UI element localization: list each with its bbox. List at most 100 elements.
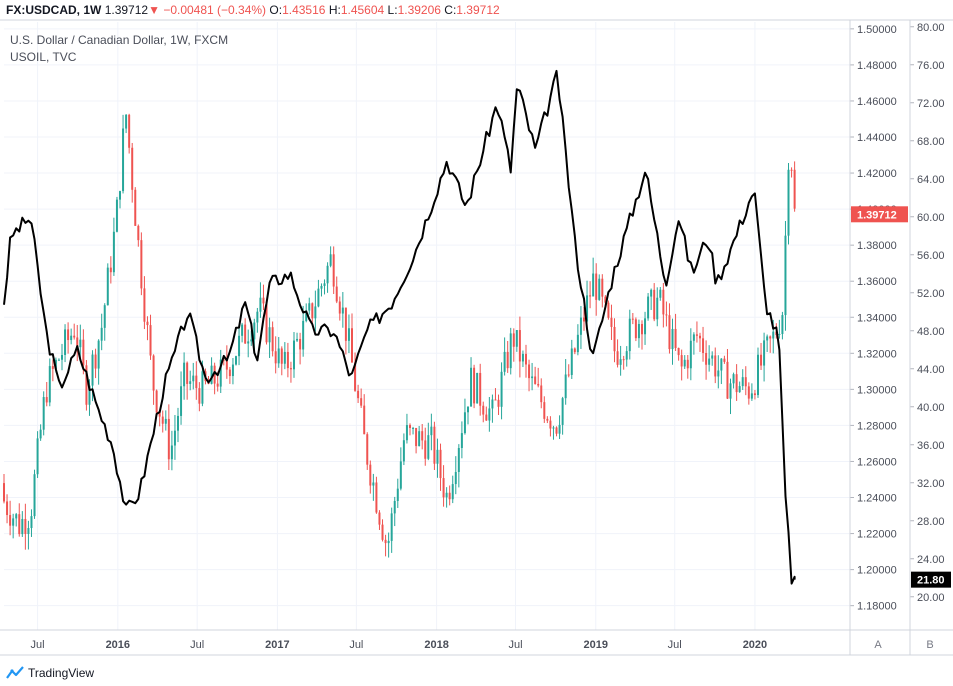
candle-body — [735, 374, 738, 393]
last-price-badge — [851, 206, 908, 223]
candle-body — [497, 399, 500, 407]
candle-body — [48, 366, 51, 403]
candle-body — [21, 518, 24, 535]
candle-body — [415, 427, 418, 447]
candle-body — [363, 405, 366, 435]
candle-body — [644, 318, 647, 335]
candle-body — [320, 285, 323, 289]
price-tick-label: 1.48000 — [857, 60, 897, 72]
candle-body — [234, 356, 237, 365]
candle-body — [500, 371, 503, 407]
candle-body — [546, 418, 549, 421]
candle-body — [793, 169, 796, 209]
candle-body — [335, 286, 338, 302]
overlay-series-legend[interactable]: USOIL, TVC — [10, 50, 77, 64]
close-value: 1.39712 — [456, 3, 500, 17]
candle-body — [149, 325, 152, 356]
candle-body — [689, 340, 692, 369]
candle-body — [408, 425, 411, 428]
candle-body — [631, 318, 634, 320]
candle-body — [439, 449, 442, 479]
candle-body — [390, 513, 393, 541]
candle-body — [695, 334, 698, 336]
candle-body — [738, 386, 741, 393]
candle-body — [60, 354, 63, 360]
candle-body — [125, 114, 128, 129]
candle-body — [33, 474, 36, 517]
price-tick-label: 1.20000 — [857, 565, 897, 577]
candle-body — [85, 365, 88, 405]
time-tick-label: Jul — [508, 639, 522, 651]
candle-body — [445, 492, 448, 498]
candle-body — [518, 330, 521, 362]
candle-body — [94, 354, 97, 369]
candle-body — [433, 426, 436, 464]
candle-body — [299, 338, 302, 350]
time-tick-label: 2018 — [424, 639, 448, 651]
candle-body — [668, 315, 671, 350]
candle-body — [289, 368, 292, 370]
candle-body — [509, 333, 512, 369]
candle-body — [109, 267, 112, 273]
candle-body — [640, 323, 643, 335]
candle-body — [314, 306, 317, 319]
candle-body — [601, 278, 604, 297]
oil-tick-label: 80.00 — [917, 22, 945, 34]
low-value: 1.39206 — [397, 3, 441, 17]
candle-body — [579, 317, 582, 335]
candle-body — [613, 326, 616, 352]
candle-body — [506, 351, 509, 369]
axis-button-b[interactable]: B — [926, 639, 933, 651]
candle-body — [305, 310, 308, 321]
oil-tick-label: 64.00 — [917, 174, 945, 186]
price-tick-label: 1.22000 — [857, 529, 897, 541]
candle-body — [256, 311, 259, 323]
time-tick-label: 2017 — [265, 639, 289, 651]
candle-body — [418, 431, 421, 447]
candle-body — [329, 254, 332, 266]
candle-body — [582, 317, 585, 322]
candle-body — [311, 303, 314, 319]
candle-body — [750, 393, 753, 399]
oil-tick-label: 68.00 — [917, 136, 945, 148]
candle-body — [512, 333, 515, 347]
chart-axes: 1.500001.480001.460001.440001.420001.400… — [0, 19, 953, 656]
candle-body — [705, 353, 708, 365]
candle-body — [283, 351, 286, 364]
footer-brand[interactable]: TradingView — [6, 666, 94, 680]
price-tick-label: 1.50000 — [857, 24, 897, 36]
price-tick-label: 1.26000 — [857, 456, 897, 468]
candle-body — [784, 235, 787, 316]
candle-body — [720, 358, 723, 371]
axis-button-a[interactable]: A — [874, 639, 882, 651]
candle-body — [143, 288, 146, 322]
candle-body — [781, 315, 784, 335]
candle-body — [637, 323, 640, 339]
price-tick-label: 1.18000 — [857, 601, 897, 613]
candle-body — [744, 377, 747, 387]
candle-body — [387, 540, 390, 544]
candle-body — [296, 338, 299, 341]
candle-body — [24, 518, 27, 534]
candle-body — [473, 367, 476, 404]
oil-tick-label: 48.00 — [917, 326, 945, 338]
candle-body — [70, 335, 73, 341]
candle-body — [9, 515, 12, 526]
price-tick-label: 1.44000 — [857, 132, 897, 144]
close-label: C: — [444, 3, 457, 17]
last-oil-badge-label: 21.80 — [917, 575, 945, 587]
last-price: 1.39712 — [104, 3, 149, 17]
candle-body — [180, 386, 183, 416]
candle-body — [250, 339, 253, 342]
candle-body — [332, 254, 335, 287]
main-series-legend[interactable]: U.S. Dollar / Canadian Dollar, 1W, FXCM — [10, 33, 229, 47]
candle-body — [540, 385, 543, 403]
candle-body — [106, 267, 109, 306]
candle-body — [393, 500, 396, 514]
oil-tick-label: 56.00 — [917, 250, 945, 262]
candle-body — [64, 329, 67, 355]
candle-body — [625, 351, 628, 360]
candle-body — [552, 427, 555, 429]
open-value: 1.43516 — [282, 3, 326, 17]
